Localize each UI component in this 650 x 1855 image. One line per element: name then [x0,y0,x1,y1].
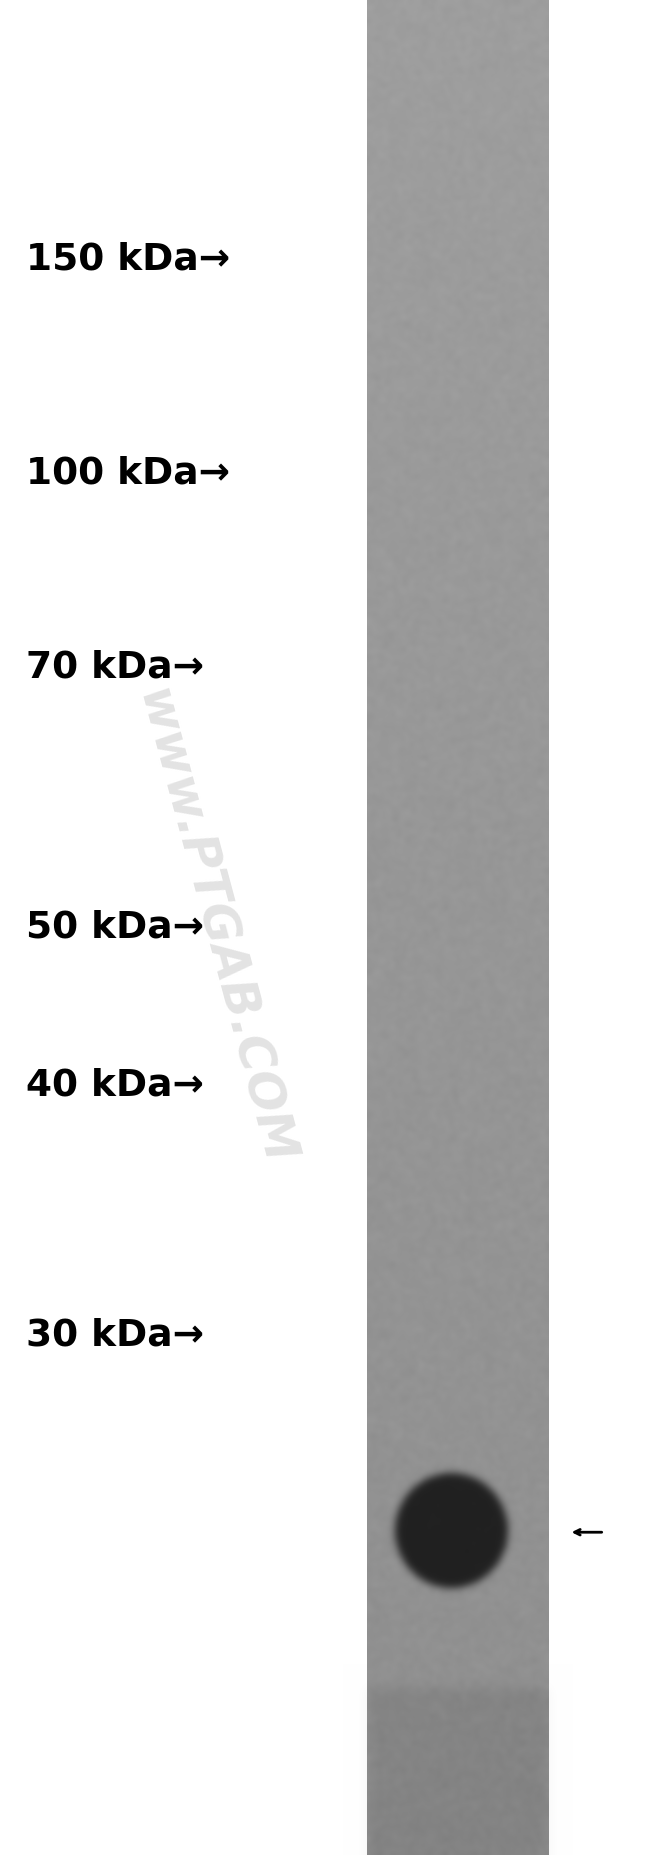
Text: 30 kDa→: 30 kDa→ [26,1317,204,1354]
Text: 100 kDa→: 100 kDa→ [26,454,230,492]
Text: 150 kDa→: 150 kDa→ [26,241,230,278]
Text: 50 kDa→: 50 kDa→ [26,909,204,946]
Text: 70 kDa→: 70 kDa→ [26,649,204,686]
Text: www.PTGAB.COM: www.PTGAB.COM [128,684,301,1171]
Text: 40 kDa→: 40 kDa→ [26,1067,204,1104]
